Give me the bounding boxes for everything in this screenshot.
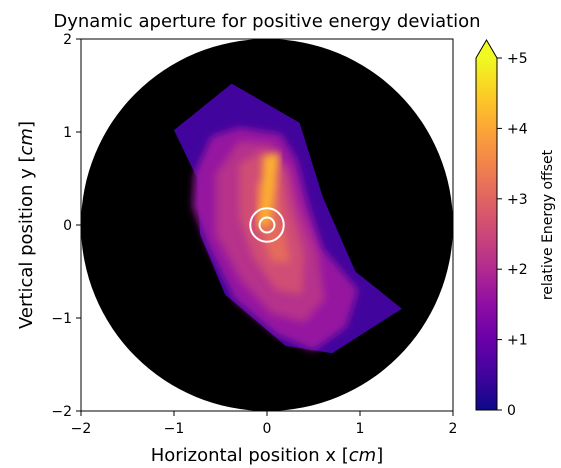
- x-tick-label: 1: [356, 421, 365, 437]
- y-axis-label-suffix: ]: [16, 121, 37, 128]
- y-axis-label-prefix: Vertical position y [: [16, 155, 37, 329]
- x-axis-label: Horizontal position x [cm]: [151, 445, 384, 466]
- x-axis-label-unit: cm: [349, 445, 376, 466]
- x-tick-label: −2: [71, 421, 92, 437]
- y-tick-label: 0: [63, 218, 72, 234]
- colorbar-gradient: [476, 58, 497, 410]
- colorbar-tick-label: +3: [507, 192, 528, 208]
- colorbar-tick-label: +2: [507, 262, 528, 278]
- marker-outer: [249, 207, 285, 243]
- colorbar-tick-label: 0: [507, 403, 516, 419]
- chart-title: Dynamic aperture for positive energy dev…: [53, 11, 480, 32]
- colorbar-extend-arrow: [476, 40, 497, 58]
- colorbar-tick-label: +4: [507, 121, 528, 137]
- marker-inner: [258, 216, 276, 234]
- y-tick-label: −2: [51, 404, 72, 420]
- y-axis: −2 −1 0 1 2: [51, 32, 81, 420]
- colorbar-outline: [475, 39, 498, 411]
- x-axis: −2 −1 0 1 2: [71, 411, 458, 437]
- x-axis-label-suffix: ]: [376, 445, 383, 466]
- x-axis-label-prefix: Horizontal position x [: [151, 445, 349, 466]
- x-tick-label: 0: [263, 421, 272, 437]
- center-markers: [249, 207, 285, 243]
- colorbar-tick-label: +1: [507, 333, 528, 349]
- x-tick-label: −1: [164, 421, 185, 437]
- colorbar: 0 +1 +2 +3 +4 +5: [475, 39, 528, 419]
- colorbar-tick-label: +5: [507, 51, 528, 67]
- colorbar-label: relative Energy offset: [540, 149, 556, 300]
- y-axis-label-unit: cm: [16, 128, 37, 155]
- y-tick-label: −1: [51, 311, 72, 327]
- plot-area: [81, 39, 453, 411]
- y-tick-label: 2: [63, 32, 72, 48]
- x-tick-label: 2: [449, 421, 458, 437]
- y-tick-label: 1: [63, 125, 72, 141]
- y-axis-label: Vertical position y [cm]: [16, 121, 37, 329]
